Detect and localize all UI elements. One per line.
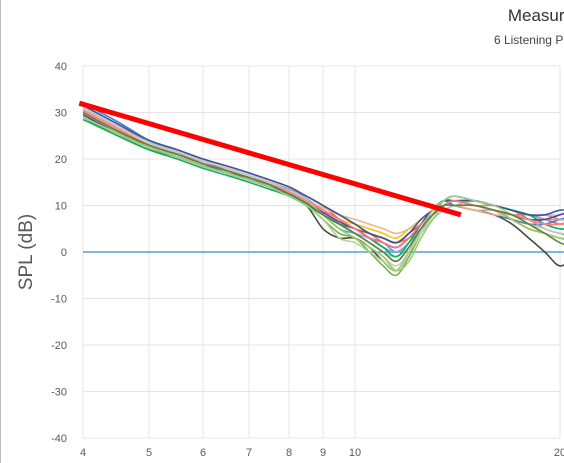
x-tick-label: 10 — [349, 447, 361, 459]
x-tick-label: 7 — [246, 447, 252, 459]
x-tick-label: 5 — [146, 447, 152, 459]
y-axis-label: SPL (dB) — [16, 214, 37, 290]
x-tick-label: 6 — [200, 447, 206, 459]
chart-subtitle: 6 Listening Po — [493, 33, 564, 47]
chart-left-border — [0, 0, 1, 463]
series-line-1 — [83, 111, 564, 272]
x-tick-label: 20 — [554, 447, 564, 459]
y-tick-label: -30 — [51, 387, 67, 399]
y-tick-label: 10 — [55, 201, 67, 213]
y-tick-label: -40 — [51, 433, 67, 445]
chart-title: Measure — [507, 6, 564, 25]
y-tick-label: -10 — [51, 294, 67, 306]
y-tick-label: 30 — [55, 108, 67, 120]
y-tick-label: 0 — [61, 247, 67, 259]
trend-line — [78, 100, 462, 218]
series-line-19 — [83, 116, 564, 272]
y-tick-label: 40 — [55, 61, 67, 73]
y-tick-label: -20 — [51, 340, 67, 352]
series-line-20 — [83, 111, 564, 263]
series-line-17 — [83, 104, 564, 244]
x-tick-label: 9 — [320, 447, 326, 459]
x-tick-label: 4 — [80, 447, 86, 459]
x-tick-label: 8 — [286, 447, 292, 459]
y-tick-label: 20 — [55, 154, 67, 166]
